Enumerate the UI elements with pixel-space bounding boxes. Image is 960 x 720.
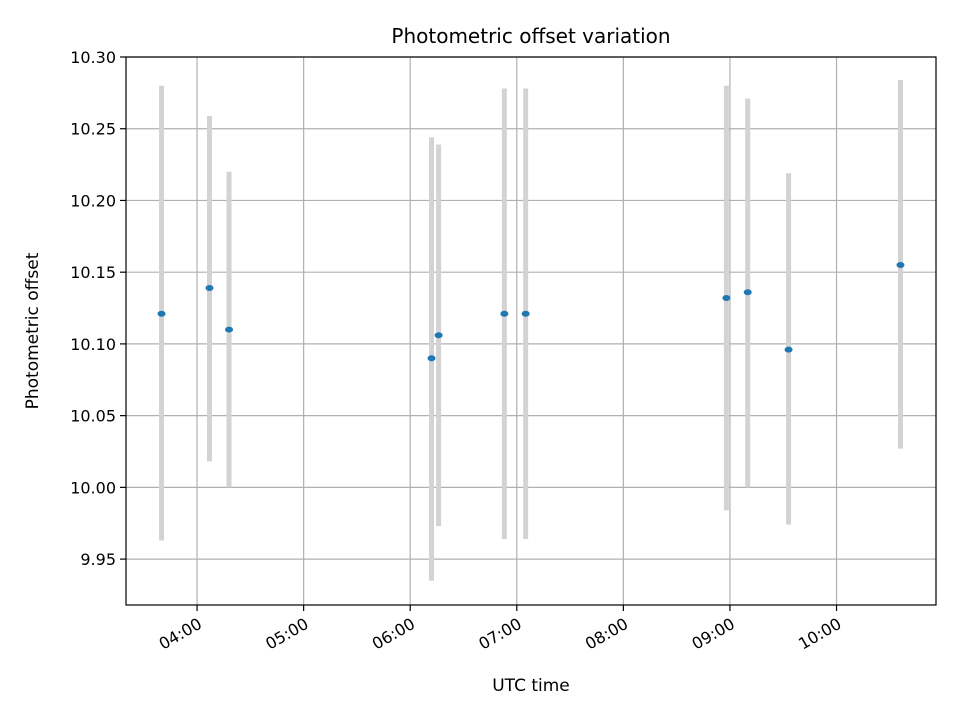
data-point — [427, 355, 436, 362]
y-tick-label: 10.25 — [70, 120, 116, 139]
y-tick-label: 10.20 — [70, 191, 116, 210]
data-point — [521, 310, 530, 317]
x-tick-label: 06:00 — [369, 614, 418, 654]
data-point — [743, 289, 752, 296]
x-tick-label: 09:00 — [689, 614, 738, 654]
y-tick-label: 10.05 — [70, 407, 116, 426]
data-point — [784, 346, 793, 353]
x-tick-label: 10:00 — [795, 614, 844, 654]
plot-frame — [125, 56, 937, 606]
grid — [126, 56, 936, 605]
y-tick-label: 10.00 — [70, 478, 116, 497]
y-axis-label: Photometric offset — [23, 252, 43, 409]
data-points — [157, 262, 905, 362]
x-tick-label: 08:00 — [582, 614, 631, 654]
x-axis-label: UTC time — [492, 676, 570, 696]
data-point — [722, 295, 731, 302]
y-tick-label: 9.95 — [80, 550, 116, 569]
y-tick-label: 10.15 — [70, 263, 116, 282]
data-point — [225, 326, 234, 333]
data-point — [157, 310, 166, 317]
y-axis-ticks: 9.95 10.00 10.05 10.10 10.15 10.20 10.25 10.30 — [70, 48, 126, 569]
chart-title: Photometric offset variation — [391, 24, 670, 48]
x-tick-label: 04:00 — [156, 614, 205, 654]
y-tick-label: 10.30 — [70, 48, 116, 67]
data-point — [896, 262, 905, 269]
data-point — [500, 310, 509, 317]
data-point — [205, 284, 214, 291]
y-tick-label: 10.10 — [70, 335, 116, 354]
x-tick-label: 05:00 — [262, 614, 311, 654]
x-axis-ticks: 04:00 05:00 06:00 07:00 08:00 09:00 10:00 — [156, 605, 845, 654]
x-tick-label: 07:00 — [475, 614, 524, 654]
data-point — [434, 332, 443, 339]
plot-background — [126, 57, 936, 605]
